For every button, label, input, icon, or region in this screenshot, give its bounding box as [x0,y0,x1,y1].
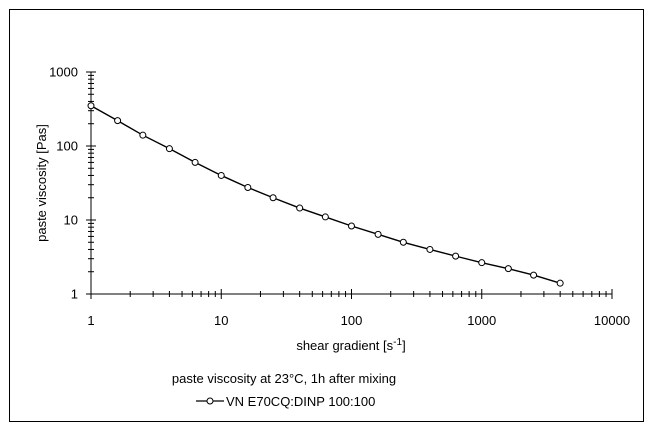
legend-marker [206,397,214,405]
data-point [114,117,122,125]
data-point [478,259,486,267]
series-line [90,105,561,284]
legend-label: VN E70CQ:DINP 100:100 [226,394,375,409]
legend: VN E70CQ:DINP 100:100 [196,394,375,409]
data-point [452,252,460,260]
data-point [87,102,95,110]
data-point [191,158,199,166]
data-point [217,171,225,179]
x-tick-label: 10000 [594,313,630,328]
data-point [165,145,173,153]
data-point [348,222,355,230]
y-tick-label: 100 [56,139,78,154]
data-point [530,271,538,279]
x-tick-label: 100 [341,313,363,328]
series-layer [87,102,564,287]
data-point [139,131,147,139]
chart-subtitle: paste viscosity at 23°C, 1h after mixing [172,371,396,386]
x-tick-label: 1000 [467,313,496,328]
y-tick-label: 10 [64,213,78,228]
y-tick-label: 1 [71,287,78,302]
y-tick-label: 1000 [49,65,78,80]
data-point [426,245,434,253]
y-axis-title: paste viscosity [Pas] [34,124,49,242]
data-point [321,213,329,221]
data-point [374,230,382,238]
data-point [399,238,407,246]
x-tick-label: 10 [214,313,228,328]
data-point [296,204,304,212]
data-point [269,194,277,202]
x-axis-title: shear gradient [s-1] [296,337,405,353]
axes: 1 10 100 1000 10000 1 10 100 1000 [49,65,630,329]
data-point [504,265,512,273]
data-point [556,279,564,287]
data-point [244,183,252,191]
x-tick-label: 1 [87,313,94,328]
